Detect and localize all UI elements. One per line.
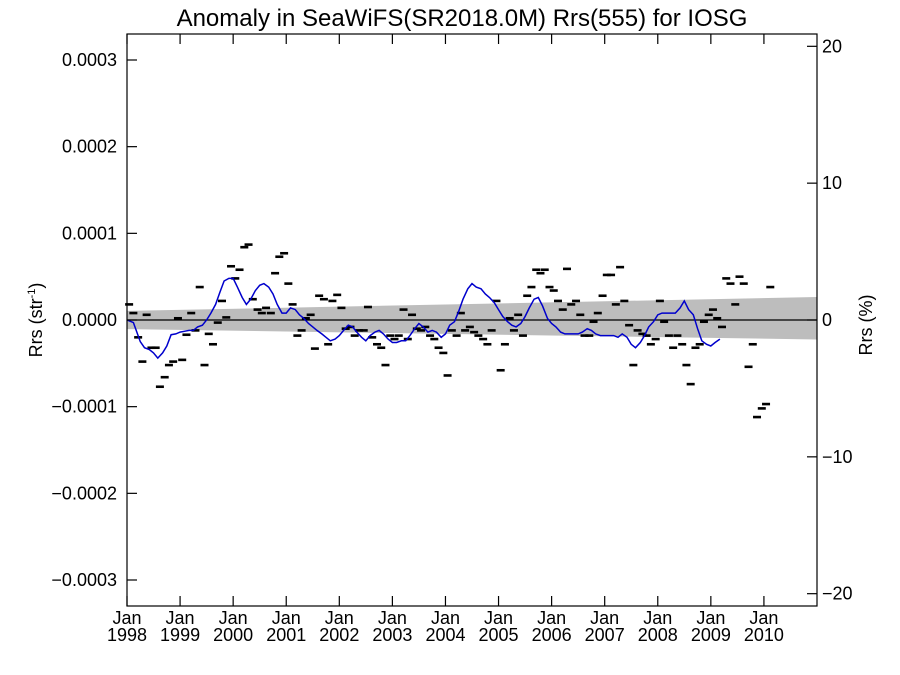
x-tick-label-month: Jan (166, 608, 195, 628)
x-tick-label-month: Jan (590, 608, 619, 628)
confidence-band-layer (127, 297, 817, 340)
chart-title: Anomaly in SeaWiFS(SR2018.0M) Rrs(555) f… (177, 5, 748, 32)
y-tick-label-right: 20 (822, 36, 842, 56)
y-tick-label-left: −0.0001 (51, 397, 117, 417)
y-axis-right-label: Rrs (%) (856, 295, 876, 356)
y-axis-left-label: Rrs (str-1) (26, 283, 46, 358)
y-axis-left-label-close: ) (26, 283, 46, 289)
y-tick-label-right: −10 (822, 447, 853, 467)
x-tick-label-month: Jan (219, 608, 248, 628)
x-tick-label-month: Jan (325, 608, 354, 628)
y-tick-label-right: −20 (822, 584, 853, 604)
y-tick-label-right: 0 (822, 310, 832, 330)
x-tick-label-month: Jan (749, 608, 778, 628)
y-tick-label-left: 0.0001 (62, 223, 117, 243)
x-tick-label-month: Jan (484, 608, 513, 628)
x-tick-label-month: Jan (696, 608, 725, 628)
x-tick-label-month: Jan (643, 608, 672, 628)
y-axis-left-label-superscript: -1 (26, 289, 38, 299)
y-tick-label-left: 0.0003 (62, 50, 117, 70)
x-tick-label-year: 2009 (691, 625, 731, 645)
x-tick-label-year: 1999 (160, 625, 200, 645)
x-tick-label-month: Jan (431, 608, 460, 628)
x-tick-label-year: 1998 (107, 625, 147, 645)
y-tick-label-left: −0.0002 (51, 483, 117, 503)
running-mean-line (126, 277, 721, 360)
y-tick-label-right: 10 (822, 173, 842, 193)
y-tick-label-left: −0.0003 (51, 570, 117, 590)
x-tick-label-year: 2001 (266, 625, 306, 645)
x-tick-label-year: 2006 (532, 625, 572, 645)
x-tick-label-month: Jan (378, 608, 407, 628)
axes-layer: Jan1998Jan1999Jan2000Jan2001Jan2002Jan20… (51, 34, 853, 645)
x-tick-label-month: Jan (112, 608, 141, 628)
x-tick-label-year: 2007 (585, 625, 625, 645)
x-tick-label-year: 2005 (479, 625, 519, 645)
x-tick-label-year: 2008 (638, 625, 678, 645)
running-mean-layer (126, 277, 721, 360)
x-tick-label-year: 2004 (425, 625, 465, 645)
confidence-band (127, 297, 817, 340)
y-tick-label-left: 0.0002 (62, 137, 117, 157)
y-tick-label-left: 0.0000 (62, 310, 117, 330)
x-tick-label-year: 2003 (372, 625, 412, 645)
y-axis-left-label-text: Rrs (str (26, 298, 46, 357)
x-tick-label-month: Jan (272, 608, 301, 628)
x-tick-label-year: 2002 (319, 625, 359, 645)
x-tick-label-month: Jan (537, 608, 566, 628)
x-tick-label-year: 2010 (744, 625, 784, 645)
x-tick-label-year: 2000 (213, 625, 253, 645)
